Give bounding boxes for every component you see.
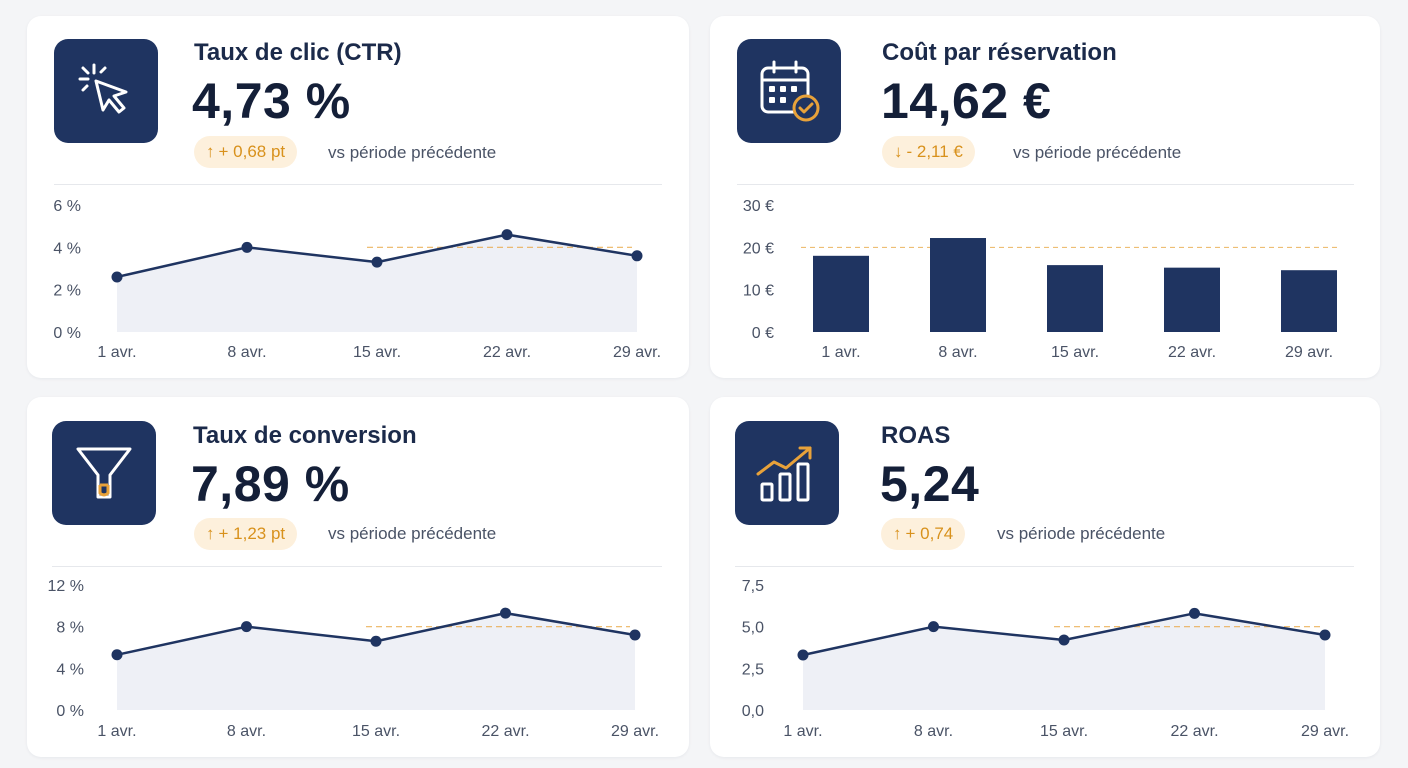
divider [737, 184, 1354, 185]
data-point [111, 649, 123, 661]
bar [813, 255, 869, 332]
card-title: Taux de clic (CTR) [194, 39, 402, 66]
kpi-card-cost-per-booking: Coût par réservation 14,62 € ↓ - 2,11 € v… [710, 16, 1380, 378]
delta-badge: ↑ + 1,23 pt [194, 518, 298, 550]
y-tick-label: 0 % [53, 325, 81, 342]
calendar-check-icon [737, 39, 841, 143]
y-tick-label: 2 % [53, 283, 81, 300]
conversion-chart: 0 % 4 % 8 % 12 % 1 avr. 8 avr. 15 avr. 22 avr. 2… [48, 578, 659, 740]
x-tick-label: 22 avr. [483, 344, 531, 361]
card-value: 14,62 € [881, 73, 1052, 129]
x-tick-label: 1 avr. [783, 723, 822, 740]
divider [735, 566, 1354, 567]
divider [54, 184, 662, 185]
delta-value: + 0,74 [905, 524, 954, 543]
x-tick-label: 8 avr. [914, 723, 953, 740]
x-tick-label: 29 avr. [1285, 344, 1333, 361]
arrow-up-icon: ↑ [206, 524, 215, 543]
trend-bar-chart-icon [735, 421, 839, 525]
data-point [631, 250, 643, 262]
bar [930, 238, 986, 332]
arrow-up-icon: ↑ [893, 524, 902, 543]
x-tick-label: 22 avr. [1170, 723, 1218, 740]
x-tick-label: 29 avr. [611, 723, 659, 740]
x-tick-label: 1 avr. [97, 723, 136, 740]
data-point [928, 621, 939, 633]
x-tick-label: 15 avr. [1040, 723, 1088, 740]
arrow-up-icon: ↑ [206, 142, 215, 161]
kpi-card-conversion: Taux de conversion 7,89 % ↑ + 1,23 pt vs … [27, 397, 689, 757]
y-tick-label: 5,0 [742, 620, 764, 637]
comparison-label: vs période précédente [1013, 143, 1182, 162]
bar [1047, 265, 1103, 332]
y-tick-label: 7,5 [742, 578, 764, 595]
funnel-icon [52, 421, 156, 525]
y-tick-label: 0 % [56, 703, 84, 720]
series-area [117, 613, 635, 710]
kpi-card-roas: ROAS 5,24 ↑ + 0,74 vs période précédente … [710, 397, 1380, 757]
y-tick-label: 10 € [743, 283, 774, 300]
cursor-click-icon [54, 39, 158, 143]
data-point [241, 241, 253, 253]
y-tick-label: 0,0 [742, 703, 764, 720]
data-point [370, 635, 382, 647]
data-point [500, 607, 511, 619]
x-tick-label: 29 avr. [613, 344, 661, 361]
data-point [111, 271, 123, 283]
y-tick-label: 20 € [743, 240, 774, 257]
comparison-label: vs période précédente [328, 143, 497, 162]
x-tick-label: 29 avr. [1301, 723, 1349, 740]
delta-badge: ↑ + 0,74 [881, 518, 966, 550]
data-point [1189, 607, 1200, 619]
card-value: 7,89 % [191, 456, 350, 512]
data-point [501, 229, 513, 241]
x-tick-label: 8 avr. [938, 344, 977, 361]
y-tick-label: 4 % [53, 240, 81, 257]
delta-badge: ↑ + 0,68 pt [194, 136, 298, 168]
ctr-chart: 0 % 2 % 4 % 6 % 1 avr. 8 avr. 15 avr. 22 avr. 29… [53, 198, 661, 361]
x-tick-label: 8 avr. [227, 344, 266, 361]
card-value: 4,73 % [192, 73, 351, 129]
arrow-down-icon: ↓ [894, 142, 903, 161]
x-tick-label: 22 avr. [1168, 344, 1216, 361]
data-point [797, 649, 809, 661]
divider [52, 566, 662, 567]
bar [1164, 267, 1220, 332]
cost-chart: 0 € 10 € 20 € 30 € 1 avr. 8 avr. 15 avr. 22 avr… [743, 198, 1339, 361]
x-tick-label: 1 avr. [821, 344, 860, 361]
card-title: ROAS [881, 422, 951, 449]
card-title: Coût par réservation [882, 39, 1117, 66]
roas-chart: 0,0 2,5 5,0 7,5 1 avr. 8 avr. 15 avr. 22 avr. 29… [742, 578, 1349, 740]
data-point [1058, 634, 1070, 646]
x-tick-label: 8 avr. [227, 723, 266, 740]
series-area [117, 234, 637, 332]
comparison-label: vs période précédente [997, 524, 1166, 543]
data-point [371, 256, 383, 268]
delta-value: + 1,23 pt [218, 524, 286, 543]
y-tick-label: 30 € [743, 198, 774, 215]
bar [1281, 270, 1337, 332]
x-tick-label: 15 avr. [352, 723, 400, 740]
data-point [241, 621, 252, 633]
y-tick-label: 6 % [53, 198, 81, 215]
x-tick-label: 15 avr. [1051, 344, 1099, 361]
delta-value: + 0,68 pt [218, 142, 286, 161]
delta-value: - 2,11 € [906, 142, 963, 161]
series-area [803, 613, 1325, 710]
data-point [1319, 629, 1331, 641]
y-tick-label: 2,5 [742, 661, 764, 678]
x-tick-label: 22 avr. [481, 723, 529, 740]
kpi-card-ctr: Taux de clic (CTR) 4,73 % ↑ + 0,68 pt vs … [27, 16, 689, 378]
y-tick-label: 12 % [48, 578, 84, 595]
y-tick-label: 4 % [56, 661, 84, 678]
data-point [629, 629, 641, 641]
y-tick-label: 0 € [752, 325, 774, 342]
y-tick-label: 8 % [56, 620, 84, 637]
card-value: 5,24 [880, 456, 980, 512]
x-tick-label: 15 avr. [353, 344, 401, 361]
comparison-label: vs période précédente [328, 524, 497, 543]
delta-badge: ↓ - 2,11 € [882, 136, 975, 168]
card-title: Taux de conversion [193, 422, 417, 449]
x-tick-label: 1 avr. [97, 344, 136, 361]
